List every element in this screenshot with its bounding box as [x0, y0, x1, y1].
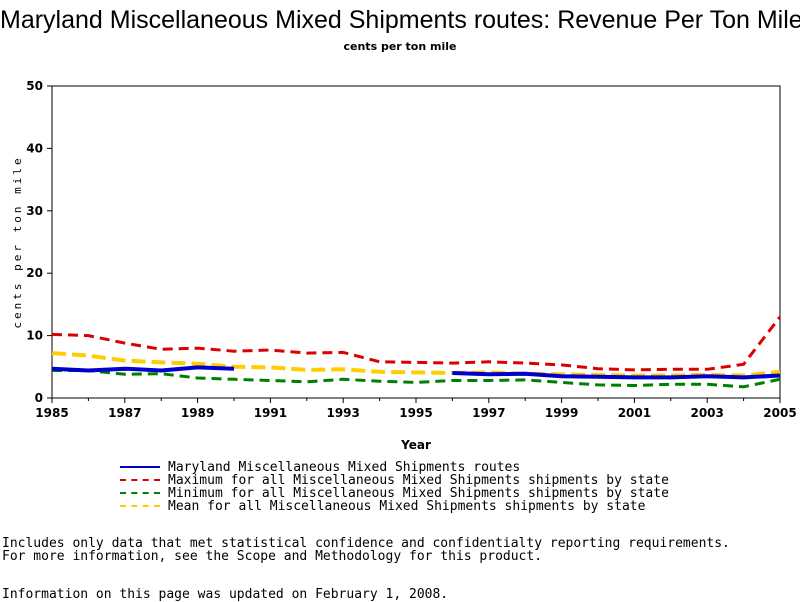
legend-swatch: [120, 479, 160, 481]
y-tick-label: 30: [26, 204, 43, 218]
series-line-1: [51, 315, 782, 372]
series-line-2: [52, 369, 781, 389]
plot-area-frame: [51, 85, 781, 399]
x-tick-label: 2003: [690, 406, 723, 420]
legend-label: Minimum for all Miscellaneous Mixed Ship…: [168, 486, 669, 501]
x-tick-label: 2001: [618, 406, 651, 420]
x-tick-label: 1999: [545, 406, 578, 420]
legend-label: Maryland Miscellaneous Mixed Shipments r…: [168, 460, 521, 475]
x-tick-label: 1991: [254, 406, 287, 420]
x-tick-label: 2005: [763, 406, 796, 420]
legend-label: Mean for all Miscellaneous Mixed Shipmen…: [168, 499, 646, 514]
legend-swatch: [120, 505, 160, 507]
chart-title: Maryland Miscellaneous Mixed Shipments r…: [0, 6, 800, 34]
x-tick-label: 1993: [326, 406, 359, 420]
x-tick-label: 1989: [181, 406, 214, 420]
x-axis-label: Year: [400, 438, 431, 452]
methodology-note: For more information, see the Scope and …: [2, 549, 543, 564]
series-layer: [51, 315, 782, 389]
confidence-note: Includes only data that met statistical …: [2, 536, 730, 551]
legend-swatch: [120, 466, 160, 468]
legend-swatch: [120, 492, 160, 494]
y-axis: 0 10 20 30 40 50: [26, 79, 52, 405]
y-tick-label: 40: [26, 141, 43, 155]
x-tick-label: 1987: [108, 406, 141, 420]
x-tick-label: 1985: [35, 406, 68, 420]
y-tick-label: 10: [26, 329, 43, 343]
y-tick-label: 20: [26, 266, 43, 280]
x-axis: 1985 1987 1989 1991 1993 1995 1997 1999 2001 2003…: [35, 398, 797, 420]
chart-subtitle: cents per ton mile: [343, 40, 457, 53]
series-line-0: [51, 365, 235, 373]
x-tick-label: 1995: [399, 406, 432, 420]
x-tick-label: 1997: [472, 406, 505, 420]
series-line-0: [452, 371, 781, 380]
updated-note: Information on this page was updated on …: [2, 587, 449, 602]
y-tick-label: 50: [26, 79, 43, 93]
line-chart: 0 10 20 30 40 50 1985 1987 1989 1991 1993 1995 1997…: [11, 79, 797, 452]
legend-label: Maximum for all Miscellaneous Mixed Ship…: [168, 473, 669, 488]
y-axis-label: cents per ton mile: [11, 155, 24, 328]
y-tick-label: 0: [35, 391, 43, 405]
